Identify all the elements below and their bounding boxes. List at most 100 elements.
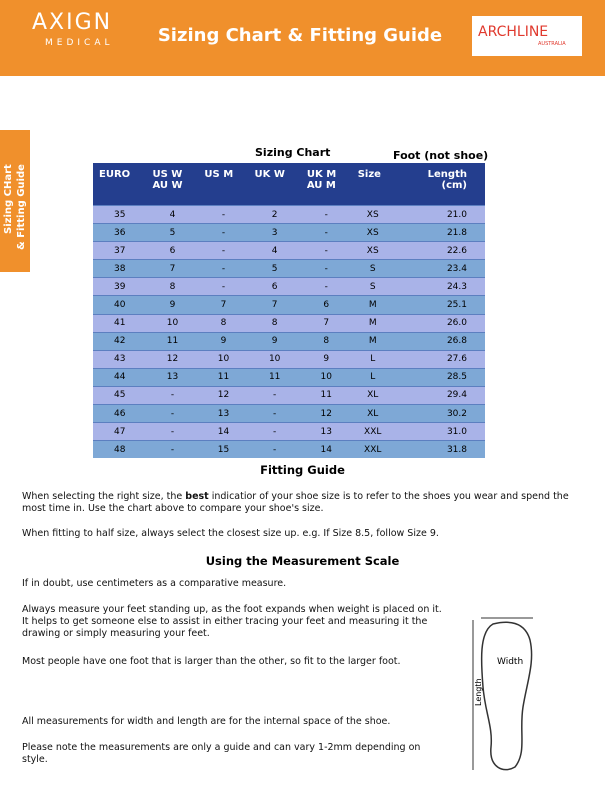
- column-header-line: UK W: [254, 169, 285, 180]
- table-cell: 11: [300, 385, 352, 405]
- table-body: 35 4-2- XS 21.0 36 5-3- XS 21.8 37 6-4- XS 22.6 38 7-…: [93, 204, 485, 459]
- page-title: Sizing Chart & Fitting Guide: [157, 25, 443, 46]
- table-row: 36 5-3- XS 21.8: [93, 223, 485, 242]
- table-cell: 29.4: [393, 385, 485, 405]
- table-cell: -: [198, 204, 249, 224]
- table-cell: 4: [248, 241, 301, 260]
- table-cell: 21.0: [393, 204, 485, 224]
- table-cell: 12: [198, 385, 249, 405]
- table-cell: 9: [300, 349, 352, 369]
- table-cell: 8: [300, 331, 352, 351]
- table-cell: 30.2: [393, 404, 485, 423]
- table-cell: XXL: [351, 440, 394, 459]
- column-header-line: AU M: [306, 180, 336, 191]
- side-tab: [0, 130, 30, 272]
- table-cell: 31.0: [393, 422, 485, 441]
- table-cell: -: [146, 385, 199, 405]
- table-cell: 11: [146, 331, 199, 351]
- table-cell: 9: [248, 331, 301, 351]
- paragraph: When fitting to half size, always select…: [22, 528, 439, 539]
- table-cell: L: [351, 367, 394, 387]
- table-cell: 26.0: [393, 313, 485, 333]
- table-cell: 22.6: [393, 241, 485, 260]
- table-cell: 11: [198, 367, 249, 387]
- table-cell: 6: [146, 241, 199, 260]
- table-cell: 13: [300, 422, 352, 441]
- table-cell: XS: [351, 204, 394, 224]
- table-cell: 26.8: [393, 331, 485, 351]
- table-cell: 31.8: [393, 440, 485, 459]
- column-header: EURO: [93, 163, 147, 206]
- column-header-line: UK M: [306, 169, 337, 180]
- table-cell: 10: [146, 313, 199, 333]
- table-cell: -: [146, 422, 199, 441]
- table-cell: S: [351, 259, 394, 278]
- table-cell: 23.4: [393, 259, 485, 278]
- table-cell: XXL: [351, 422, 394, 441]
- table-cell: -: [300, 259, 352, 278]
- side-tab-text: Sizing CHart: [3, 164, 14, 234]
- table-cell: M: [351, 331, 394, 351]
- table-cell: 35: [93, 204, 147, 224]
- table-cell: 6: [248, 277, 301, 296]
- table-row: 47-14-13 XXL 31.0: [93, 422, 485, 441]
- column-header: Length (cm): [393, 163, 485, 206]
- table-cell: -: [300, 223, 352, 242]
- column-header-line: EURO: [99, 169, 131, 180]
- text: When selecting the right size, the: [22, 491, 186, 502]
- table-cell: 43: [93, 349, 147, 369]
- table-cell: XS: [351, 241, 394, 260]
- table-cell: 45: [93, 385, 147, 405]
- table-row: 42 11 9 9 8 M 26.8: [93, 331, 485, 351]
- side-tab-text: & Fitting Guide: [16, 164, 27, 250]
- table-cell: 44: [93, 367, 147, 387]
- table-cell: 15: [198, 440, 249, 459]
- logo: AXIGN: [32, 10, 113, 35]
- table-cell: -: [198, 259, 249, 278]
- table-cell: 12: [146, 349, 199, 369]
- table-cell: 7: [198, 295, 249, 315]
- table-cell: -: [300, 204, 352, 224]
- table-cell: 8: [248, 313, 301, 333]
- table-cell: -: [198, 277, 249, 296]
- table-row: 40 9 7 7 6 M 25.1: [93, 295, 485, 315]
- column-header-line: AU W: [152, 180, 183, 191]
- table-cell: 10: [198, 349, 249, 369]
- table-row: 46-13-12 XL 30.2: [93, 404, 485, 423]
- table-row: 39 8-6- S 24.3: [93, 277, 485, 296]
- table-cell: 13: [146, 367, 199, 387]
- table-cell: 3: [248, 223, 301, 242]
- logo-sub: MEDICAL: [45, 38, 114, 48]
- table-cell: 9: [198, 331, 249, 351]
- table-cell: 28.5: [393, 367, 485, 387]
- table-cell: S: [351, 277, 394, 296]
- table-cell: 9: [146, 295, 199, 315]
- table-cell: 5: [248, 259, 301, 278]
- table-cell: 7: [300, 313, 352, 333]
- table-cell: 39: [93, 277, 147, 296]
- table-cell: 4: [146, 204, 199, 224]
- length-label: Length: [474, 678, 483, 706]
- table-cell: 27.6: [393, 349, 485, 369]
- table-cell: XS: [351, 223, 394, 242]
- table-row: 45-12-11 XL 29.4: [93, 385, 485, 405]
- brand-box: [472, 16, 582, 56]
- table-cell: M: [351, 295, 394, 315]
- column-header: US M: [198, 163, 249, 206]
- table-cell: 8: [198, 313, 249, 333]
- bold-text: best: [185, 491, 209, 502]
- table-row: 35 4-2- XS 21.0: [93, 204, 485, 224]
- table-cell: 12: [300, 404, 352, 423]
- table-row: 44 13 11 11 10 L 28.5: [93, 367, 485, 387]
- table-cell: 37: [93, 241, 147, 260]
- foot-outline: [480, 621, 533, 771]
- table-cell: 14: [300, 440, 352, 459]
- column-header: Size: [351, 163, 394, 206]
- chart-title: Sizing Chart: [255, 146, 331, 159]
- table-cell: 11: [248, 367, 301, 387]
- table-cell: -: [300, 277, 352, 296]
- size-table: EURO US W AU W US M UK W UK M AU M Size Length (c…: [93, 163, 485, 459]
- table-cell: 24.3: [393, 277, 485, 296]
- table-cell: -: [248, 440, 301, 459]
- section-title: Using the Measurement Scale: [205, 554, 400, 568]
